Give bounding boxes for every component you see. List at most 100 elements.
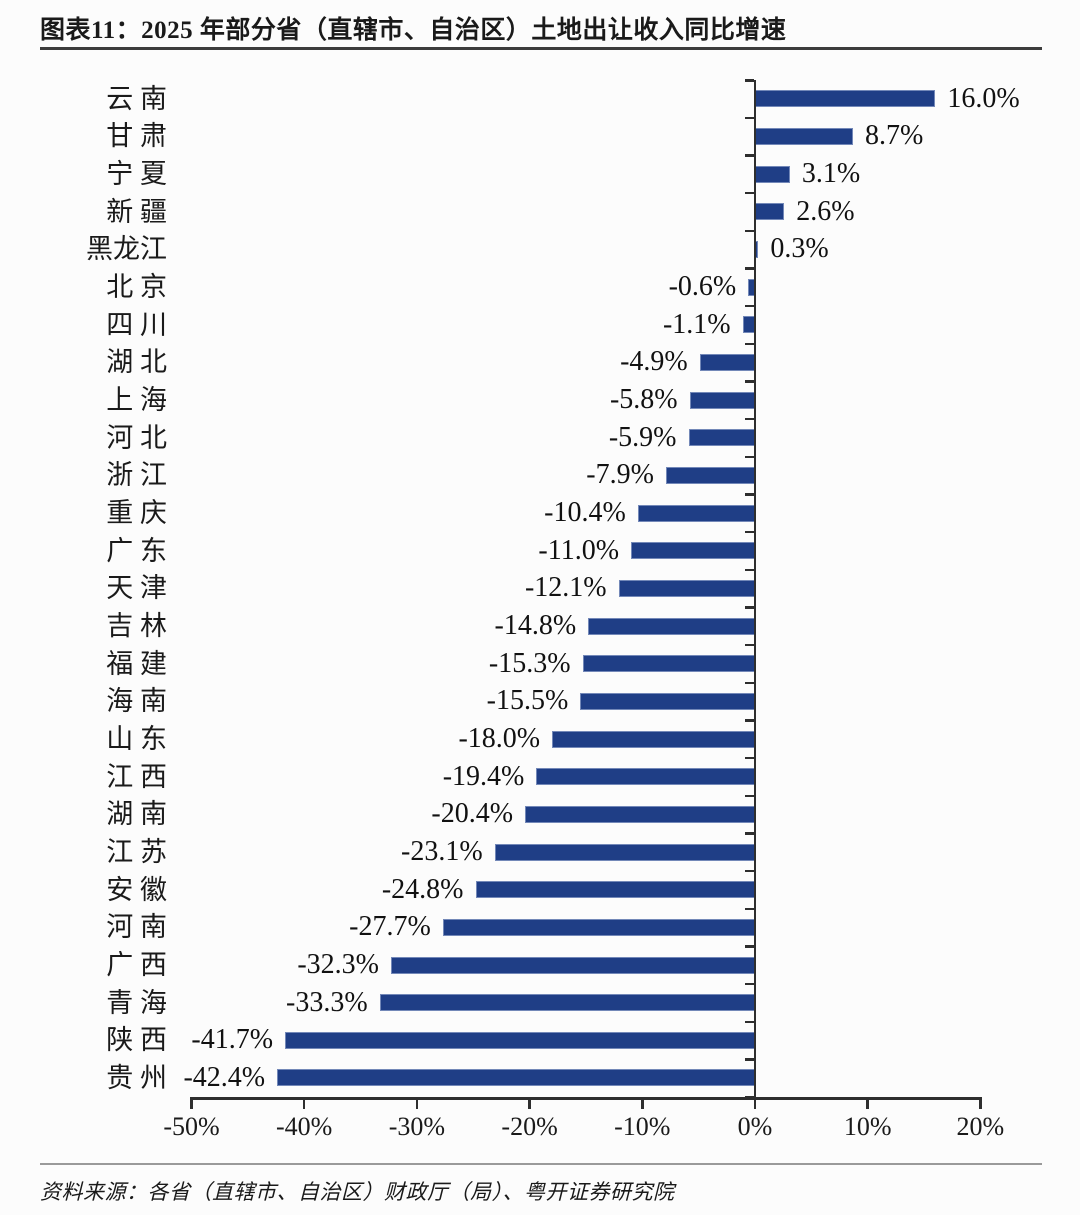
category-label: 新 疆 [106,196,167,227]
title-divider [40,47,1042,50]
bar [525,805,755,823]
value-label: -23.1% [401,836,483,868]
category-label: 广 西 [106,950,167,980]
value-label: -10.4% [544,497,626,529]
value-label: -41.7% [191,1024,274,1056]
y-axis-tick [744,493,754,496]
category-label: 浙 江 [106,460,167,491]
category-label: 湖 南 [106,799,167,830]
x-axis-tick-label: -30% [388,1112,446,1141]
category-label: 河 北 [106,422,167,453]
category-label: 江 西 [106,761,167,792]
x-axis-tick [415,1097,419,1109]
value-label: -14.8% [494,610,577,642]
x-axis-tick [302,1097,306,1109]
x-axis-tick-label: -20% [501,1112,558,1141]
x-axis-tick [190,1097,193,1109]
value-label: -27.7% [349,911,431,943]
y-axis-tick [744,945,754,948]
y-axis-line [753,80,756,1099]
y-axis-tick [744,907,754,911]
y-axis-tick [744,229,754,233]
category-label: 青 海 [106,987,167,1018]
category-label: 吉 林 [106,611,167,642]
bar [631,542,755,560]
value-label: 3.1% [801,158,861,190]
bar [552,730,755,748]
value-label: -5.9% [608,421,677,453]
bar [475,881,755,899]
value-label: 0.3% [770,233,829,265]
bar [277,1069,755,1087]
bar [665,466,755,484]
category-label: 湖 北 [106,347,167,378]
value-label: -20.4% [431,798,514,830]
bar [588,617,755,635]
bar [755,203,785,221]
y-axis-tick [744,982,754,986]
y-axis-tick [744,417,754,421]
y-axis-tick [744,1058,754,1061]
x-axis-tick-label: 10% [843,1112,892,1141]
y-axis-tick [744,116,754,120]
y-axis-tick [744,681,754,685]
value-label: 2.6% [796,195,855,227]
category-label: 重 庆 [106,498,167,529]
x-axis-tick [979,1097,982,1109]
source-divider [40,1163,1042,1165]
bar [755,165,790,183]
bar [379,994,755,1012]
category-label: 宁 夏 [106,159,167,190]
figure-title: 图表11：2025 年部分省（直辖市、自治区）土地出让收入同比增速 [40,17,787,44]
y-axis-tick [744,79,754,82]
x-axis-tick-label: -50% [163,1112,220,1141]
x-axis-tick [753,1097,757,1109]
y-axis-tick [744,756,754,760]
bar [536,768,755,786]
value-label: -24.8% [381,873,464,905]
y-axis-tick [744,568,754,572]
y-axis-tick [744,1020,754,1023]
x-axis-tick [866,1097,869,1109]
bar [699,353,755,371]
value-label: 16.0% [947,82,1020,114]
x-axis-tick [641,1097,644,1109]
category-label: 贵 州 [106,1062,167,1093]
bar [580,692,755,710]
category-label: 黑龙江 [86,234,167,265]
category-label: 福 建 [106,648,167,679]
value-label: -32.3% [297,949,379,980]
y-axis-tick [744,719,754,722]
value-label: -42.4% [183,1061,266,1093]
value-label: -15.5% [486,685,569,717]
category-label: 甘 肃 [106,121,167,152]
category-label: 安 徽 [106,874,167,905]
value-label: -33.3% [286,986,368,1018]
bar [618,579,755,597]
bar [637,504,755,522]
bar [285,1031,755,1049]
value-label: -7.9% [586,459,654,491]
bar [688,429,755,447]
bar [582,655,755,673]
category-label: 云 南 [106,83,167,114]
y-axis-tick [744,455,754,459]
category-label: 广 东 [106,535,167,566]
y-axis-tick [744,869,754,873]
bar [755,127,854,145]
y-axis-tick [744,380,754,383]
bar [689,391,755,409]
value-label: -11.0% [538,534,620,566]
value-label: -19.4% [442,760,525,792]
y-axis-tick [744,643,754,647]
y-axis-tick [744,154,754,157]
category-label: 北 京 [106,272,167,303]
category-label: 陕 西 [106,1025,167,1056]
category-label: 天 津 [106,573,167,604]
category-label: 河 南 [106,912,167,943]
value-label: -18.0% [458,723,541,755]
y-axis-tick [744,794,754,798]
value-label: -0.6% [668,271,737,303]
bar [494,843,755,861]
